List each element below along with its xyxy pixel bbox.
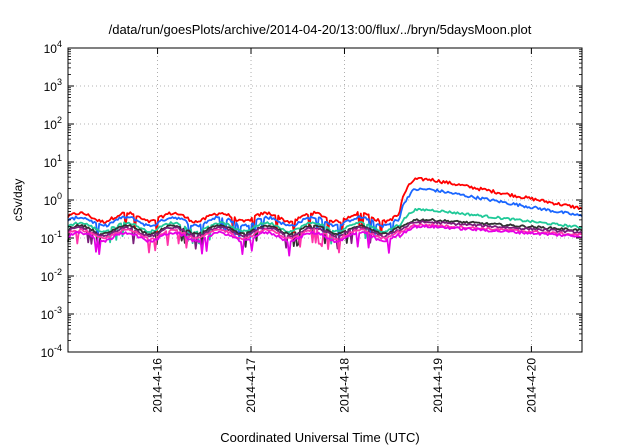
grid [68,48,582,352]
y-tick-label: 101 [44,153,62,170]
series-line [67,220,583,250]
chart-title: /data/run/goesPlots/archive/2014-04-20/1… [108,22,532,37]
series-line [67,187,583,242]
y-tick-label: 104 [44,39,62,56]
y-tick-label: 100 [44,191,62,208]
x-tick-label: 2014-4-16 [151,358,165,413]
y-tick-label: 103 [44,77,62,94]
x-axis-label: Coordinated Universal Time (UTC) [220,430,420,445]
series-line [67,176,583,237]
y-tick-label: 10-3 [41,305,62,322]
axes: 10-4 10-3 10-2 10-1 100 101 102 103 104 2014-4-16… [41,39,582,413]
y-tick-label: 10-4 [41,343,62,360]
x-tick-label: 2014-4-17 [244,358,258,413]
y-tick-label: 102 [44,115,62,132]
series-line [67,224,583,257]
y-tick-label: 10-2 [41,267,62,284]
x-tick-label: 2014-4-18 [337,358,351,413]
series-line [67,217,583,248]
x-tick-label: 2014-4-19 [431,358,445,413]
y-tick-label: 10-1 [41,229,62,246]
x-tick-label: 2014-4-20 [524,358,538,413]
y-axis-label: cSv/day [11,179,25,222]
series-group [67,176,583,257]
